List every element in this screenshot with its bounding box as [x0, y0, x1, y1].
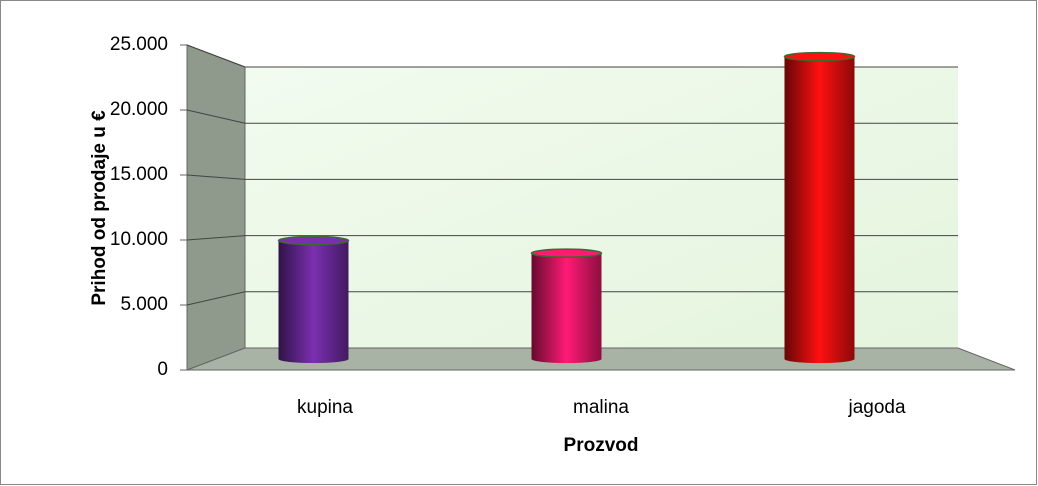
grid-line: [186, 174, 246, 180]
side-wall: [186, 44, 246, 371]
y-tick-label: 10.000: [110, 229, 168, 250]
back-wall: [245, 67, 958, 348]
x-tick-label: kupina: [297, 397, 353, 418]
bar-shade: [784, 56, 855, 363]
x-tick-label: malina: [573, 397, 629, 418]
bar: [530, 248, 603, 363]
grid-line: [186, 44, 246, 68]
x-axis-title: Prozvod: [564, 435, 639, 456]
bar: [277, 235, 350, 363]
bar: [783, 51, 856, 363]
bar-shade: [278, 240, 349, 363]
bar-shade: [531, 253, 602, 363]
bar-top: [783, 51, 856, 62]
bar-top: [530, 248, 603, 258]
y-axis-title: Prihod od prodaje u €: [89, 110, 110, 306]
bar-top: [277, 235, 350, 246]
grid-line: [186, 235, 246, 241]
y-tick-label: 5.000: [120, 294, 168, 315]
y-tick-label: 15.000: [110, 164, 168, 185]
y-tick-label: 0: [157, 359, 168, 380]
x-tick-label: jagoda: [847, 397, 905, 418]
grid-line: [186, 109, 246, 124]
y-tick-label: 20.000: [110, 99, 168, 120]
grid-line: [186, 291, 246, 306]
y-tick-label: 25.000: [110, 34, 168, 55]
